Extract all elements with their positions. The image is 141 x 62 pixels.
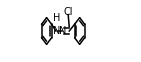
Text: Cl: Cl <box>63 7 73 17</box>
Text: N: N <box>53 26 61 36</box>
Text: H: H <box>53 13 61 23</box>
Text: N: N <box>59 26 67 36</box>
